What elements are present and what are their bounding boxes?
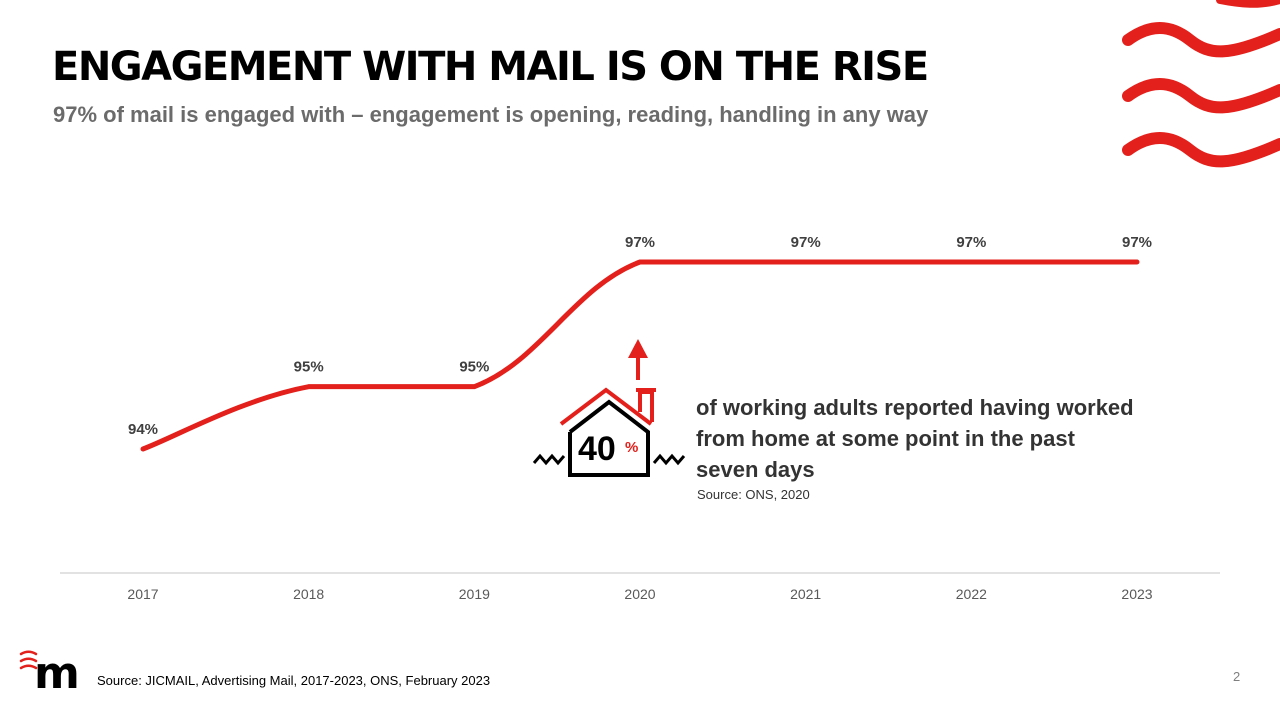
callout-text: of working adults reported having worked… [696, 395, 1134, 482]
series-line [140, 259, 1140, 452]
data-label: 95% [459, 359, 489, 376]
house-icon [532, 339, 686, 477]
decorative-waves [1122, 0, 1280, 168]
x-tick-label: 2022 [956, 586, 987, 602]
footer-source: Source: JICMAIL, Advertising Mail, 2017-… [97, 673, 491, 688]
callout-value: 40 [578, 430, 616, 468]
x-tick-label: 2023 [1121, 586, 1152, 602]
page-title: ENGAGEMENT WITH MAIL IS ON THE RISE [52, 44, 929, 90]
data-label: 97% [1122, 234, 1152, 251]
data-label: 97% [791, 234, 821, 251]
x-tick-label: 2017 [127, 586, 158, 602]
page-subtitle: 97% of mail is engaged with – engagement… [53, 102, 929, 127]
x-tick-label: 2020 [624, 586, 655, 602]
callout-source: Source: ONS, 2020 [697, 487, 810, 502]
x-tick-label: 2019 [459, 586, 490, 602]
page-number: 2 [1233, 669, 1241, 684]
callout-unit: % [625, 439, 638, 456]
logo-letter: m [34, 648, 80, 696]
logo: m [19, 648, 80, 696]
data-label: 97% [625, 234, 655, 251]
x-tick-label: 2018 [293, 586, 324, 602]
data-label: 95% [294, 359, 324, 376]
x-tick-label: 2021 [790, 586, 821, 602]
data-label: 94% [128, 421, 158, 438]
data-label: 97% [956, 234, 986, 251]
